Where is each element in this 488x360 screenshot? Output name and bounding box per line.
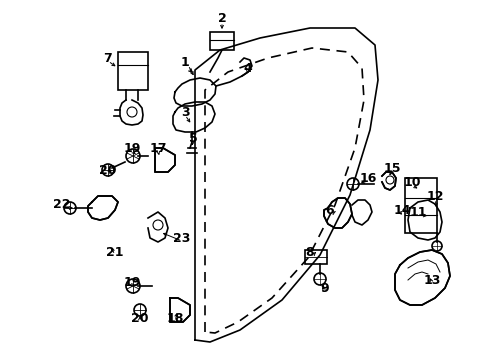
Text: 2: 2 — [217, 12, 226, 24]
Text: 20: 20 — [99, 163, 117, 176]
Bar — [118, 52, 148, 90]
Text: 14: 14 — [392, 203, 410, 216]
Bar — [305, 250, 326, 264]
Text: 18: 18 — [166, 311, 183, 324]
Text: 3: 3 — [181, 105, 189, 118]
Polygon shape — [170, 298, 190, 322]
Bar — [404, 178, 436, 233]
Text: 20: 20 — [131, 311, 148, 324]
Polygon shape — [324, 198, 351, 228]
Text: 7: 7 — [103, 51, 112, 64]
Polygon shape — [155, 148, 175, 172]
Text: 23: 23 — [173, 231, 190, 244]
Text: 10: 10 — [403, 175, 420, 189]
Text: 17: 17 — [149, 141, 166, 154]
Polygon shape — [381, 172, 395, 190]
Text: 11: 11 — [408, 206, 426, 219]
Text: 6: 6 — [325, 203, 334, 216]
Bar — [209, 32, 234, 50]
Text: 19: 19 — [123, 275, 141, 288]
Text: 13: 13 — [423, 274, 440, 287]
Text: 19: 19 — [123, 141, 141, 154]
Text: 4: 4 — [243, 62, 252, 75]
Text: 16: 16 — [359, 171, 376, 184]
Text: 22: 22 — [53, 198, 71, 211]
Text: 15: 15 — [383, 162, 400, 175]
Text: 21: 21 — [106, 246, 123, 258]
Text: 12: 12 — [426, 189, 443, 202]
Text: 5: 5 — [188, 131, 197, 144]
Text: 1: 1 — [180, 55, 189, 68]
Text: 8: 8 — [305, 246, 314, 258]
Text: 9: 9 — [320, 282, 328, 294]
Polygon shape — [394, 250, 449, 305]
Polygon shape — [88, 196, 118, 220]
